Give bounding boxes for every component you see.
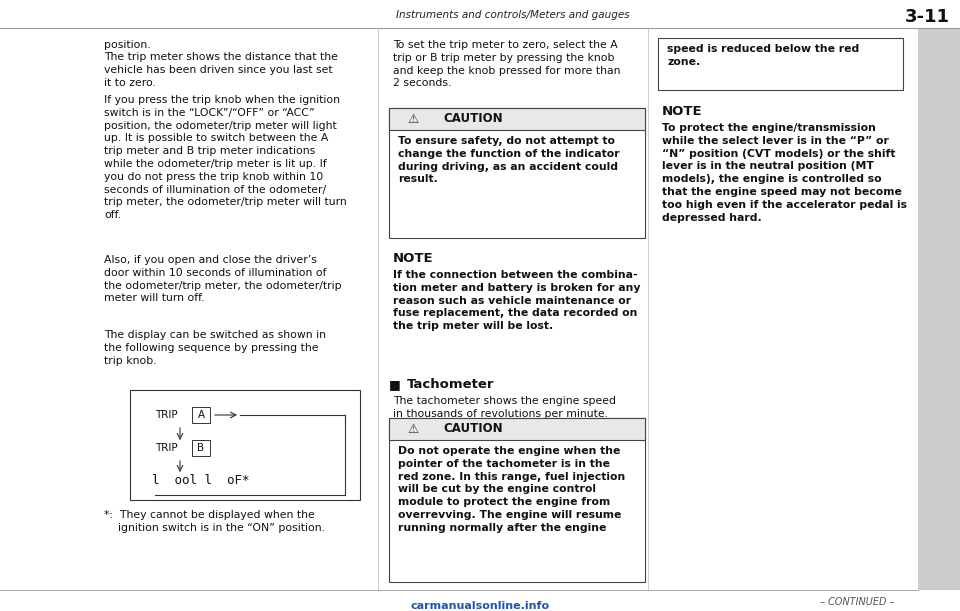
Text: B: B — [198, 443, 204, 453]
Text: TRIP: TRIP — [155, 410, 178, 420]
Text: Instruments and controls/Meters and gauges: Instruments and controls/Meters and gaug… — [396, 10, 630, 20]
Bar — [192, 440, 210, 456]
Text: ⚠: ⚠ — [407, 112, 419, 125]
Text: ⚠: ⚠ — [407, 422, 419, 436]
Text: Tachometer: Tachometer — [407, 378, 494, 391]
Text: position.: position. — [104, 40, 151, 50]
Text: Also, if you open and close the driver’s
door within 10 seconds of illumination : Also, if you open and close the driver’s… — [104, 255, 342, 304]
Text: speed is reduced below the red
zone.: speed is reduced below the red zone. — [667, 44, 859, 67]
Text: – CONTINUED –: – CONTINUED – — [821, 597, 895, 607]
Text: To ensure safety, do not attempt to
change the function of the indicator
during : To ensure safety, do not attempt to chan… — [398, 136, 619, 185]
Text: To set the trip meter to zero, select the A
trip or B trip meter by pressing the: To set the trip meter to zero, select th… — [393, 40, 620, 89]
Text: *:  They cannot be displayed when the
    ignition switch is in the “ON” positio: *: They cannot be displayed when the ign… — [104, 510, 325, 533]
Text: NOTE: NOTE — [662, 105, 703, 118]
Bar — [389, 418, 645, 440]
Text: The trip meter shows the distance that the
vehicle has been driven since you las: The trip meter shows the distance that t… — [104, 52, 338, 87]
Text: To protect the engine/transmission
while the select lever is in the “P” or
“N” p: To protect the engine/transmission while… — [662, 123, 907, 222]
Bar — [389, 108, 645, 238]
Text: 3-11: 3-11 — [905, 8, 950, 26]
Text: The tachometer shows the engine speed
in thousands of revolutions per minute.: The tachometer shows the engine speed in… — [393, 396, 616, 419]
Text: If you press the trip knob when the ignition
switch is in the “LOCK”/“OFF” or “A: If you press the trip knob when the igni… — [104, 95, 347, 220]
Bar — [918, 28, 960, 590]
Text: ■: ■ — [389, 378, 400, 391]
Text: Do not operate the engine when the
pointer of the tachometer is in the
red zone.: Do not operate the engine when the point… — [398, 446, 625, 533]
Bar — [389, 418, 645, 582]
Bar — [658, 38, 903, 90]
Text: If the connection between the combina-
tion meter and battery is broken for any
: If the connection between the combina- t… — [393, 270, 640, 331]
Bar — [192, 407, 210, 423]
Bar — [130, 390, 360, 500]
Text: l  ool l  oF*: l ool l oF* — [152, 474, 250, 486]
Bar — [389, 108, 645, 130]
Text: CAUTION: CAUTION — [444, 112, 503, 125]
Text: A: A — [198, 410, 204, 420]
Text: The display can be switched as shown in
the following sequence by pressing the
t: The display can be switched as shown in … — [104, 330, 326, 365]
Text: TRIP: TRIP — [155, 443, 178, 453]
Text: NOTE: NOTE — [393, 252, 434, 265]
Text: carmanualsonline.info: carmanualsonline.info — [411, 601, 549, 611]
Text: CAUTION: CAUTION — [444, 422, 503, 436]
